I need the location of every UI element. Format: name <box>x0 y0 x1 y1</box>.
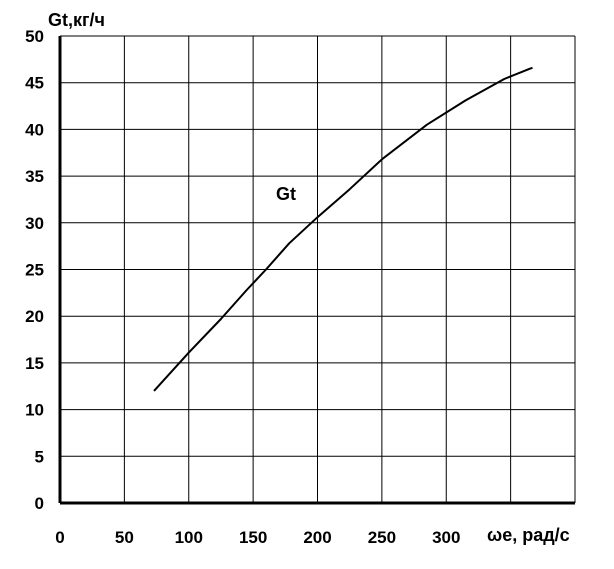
x-tick-label: 200 <box>303 528 331 547</box>
y-tick-label: 0 <box>35 494 44 513</box>
y-tick-label: 20 <box>25 307 44 326</box>
y-tick-label: 25 <box>25 261 44 280</box>
x-tick-label: 100 <box>175 528 203 547</box>
y-tick-label: 45 <box>25 74 44 93</box>
y-tick-labels: 0 5 10 15 20 25 30 35 40 45 50 <box>25 27 44 513</box>
series-label-gt: Gt <box>276 184 296 204</box>
series-group <box>153 66 533 392</box>
y-tick-label: 10 <box>25 401 44 420</box>
grid <box>60 35 576 503</box>
y-tick-label: 15 <box>25 354 44 373</box>
x-tick-label: 0 <box>55 528 64 547</box>
y-tick-label: 50 <box>25 27 44 46</box>
axes <box>58 36 575 505</box>
series-line-gt <box>153 66 533 392</box>
x-tick-label: 150 <box>239 528 267 547</box>
x-tick-label: 50 <box>115 528 134 547</box>
x-tick-label: 250 <box>368 528 396 547</box>
x-axis-title: ωe, рад/с <box>487 525 570 545</box>
y-tick-label: 35 <box>25 167 44 186</box>
x-tick-labels: 0 50 100 150 200 250 300 <box>55 528 460 547</box>
y-tick-label: 5 <box>35 447 44 466</box>
y-axis-title: Gt,кг/ч <box>48 10 105 30</box>
y-tick-label: 30 <box>25 214 44 233</box>
x-tick-label: 300 <box>432 528 460 547</box>
y-tick-label: 40 <box>25 120 44 139</box>
